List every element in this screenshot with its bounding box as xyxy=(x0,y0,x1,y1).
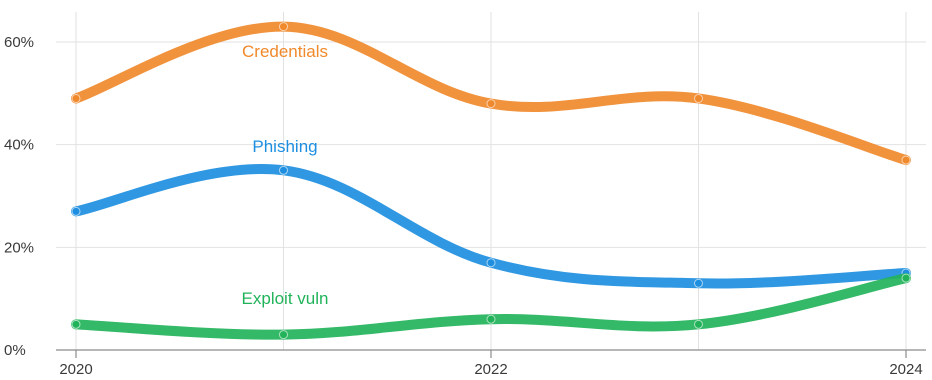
y-tick-label: 60% xyxy=(4,34,34,51)
series-label-phishing: Phishing xyxy=(252,137,317,156)
data-point-credentials xyxy=(902,156,910,164)
data-point-phishing xyxy=(72,207,80,215)
y-tick-label: 40% xyxy=(4,137,34,154)
series-label-exploit-vuln: Exploit vuln xyxy=(242,289,329,308)
data-point-credentials xyxy=(72,94,80,102)
x-tick-label: 2020 xyxy=(59,361,92,378)
data-point-credentials xyxy=(487,100,495,108)
series-label-credentials: Credentials xyxy=(242,42,328,61)
y-tick-label: 0% xyxy=(4,342,26,359)
data-point-phishing xyxy=(487,259,495,267)
data-point-exploit-vuln xyxy=(72,320,80,328)
data-point-exploit-vuln xyxy=(487,315,495,323)
y-tick-label: 20% xyxy=(4,239,34,256)
x-tick-label: 2024 xyxy=(889,361,922,378)
data-point-credentials xyxy=(695,94,703,102)
data-point-exploit-vuln xyxy=(695,320,703,328)
data-point-phishing xyxy=(695,279,703,287)
x-tick-label: 2022 xyxy=(474,361,507,378)
data-point-exploit-vuln xyxy=(280,331,288,339)
data-point-credentials xyxy=(280,23,288,31)
data-point-phishing xyxy=(280,166,288,174)
data-point-exploit-vuln xyxy=(902,274,910,282)
